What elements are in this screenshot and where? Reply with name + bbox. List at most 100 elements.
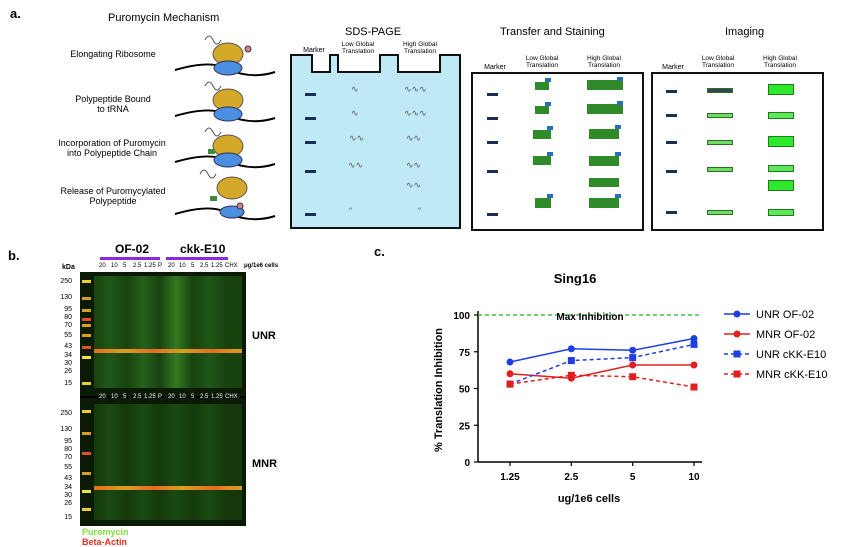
blot-label-unr: UNR xyxy=(252,330,276,342)
imaging-marker-band xyxy=(666,141,677,144)
sds-marker-label: Marker xyxy=(303,47,325,54)
kda-label: 26 xyxy=(64,368,72,375)
kda-label: 15 xyxy=(64,380,72,387)
imaging-high-band xyxy=(768,180,794,191)
lane-label: 20 xyxy=(168,263,175,269)
ribosome-step-1 xyxy=(174,35,276,77)
lane-label: 2.5 xyxy=(133,394,142,400)
lane-label: P xyxy=(158,394,163,400)
imaging-marker-band xyxy=(666,90,677,93)
y-tick-label: 50 xyxy=(459,385,471,396)
kda-label: 70 xyxy=(64,322,72,329)
puromycin-smear-top xyxy=(94,276,242,388)
kda-label: 130 xyxy=(60,294,72,301)
sds-peptide-glyph: ∿∿∿ xyxy=(404,84,427,94)
kda-label: 34 xyxy=(64,484,72,491)
step-release: Release of Puromycylated Polypeptide xyxy=(60,186,166,206)
data-point xyxy=(690,340,698,348)
kda-label: 30 xyxy=(64,360,72,367)
series-line xyxy=(509,374,695,388)
sds-low-label: Low Global Translation xyxy=(341,41,375,55)
mechanism-title: Puromycin Mechanism xyxy=(108,12,220,24)
data-point xyxy=(506,380,514,388)
transfer-marker-label: Marker xyxy=(477,64,513,71)
lane-label: 5 xyxy=(191,263,195,269)
imaging-low-band xyxy=(707,88,733,93)
lane-label: 2.5 xyxy=(133,263,142,269)
data-point xyxy=(629,354,637,362)
transfer-marker-band xyxy=(487,170,498,173)
lane-label: CHX xyxy=(225,394,238,400)
data-point xyxy=(629,373,637,381)
x-tick-label: 10 xyxy=(688,472,700,483)
imaging-marker-band xyxy=(666,211,677,214)
panel-a-label: a. xyxy=(10,6,21,21)
lane-label: 10 xyxy=(111,263,118,269)
group-bar-ckk-e10 xyxy=(166,257,228,260)
transfer-antibody-stains xyxy=(533,77,623,208)
sds-peptide-glyph: ∿∿ xyxy=(406,180,422,190)
sds-peptide-glyph: ∿ xyxy=(351,108,359,118)
chart-axes: 0 25 50 75 100 1.25 2.5 5 10 xyxy=(453,311,702,483)
group-label-ckk-e10: ckk-E10 xyxy=(180,242,226,256)
ribosome-illustrations xyxy=(174,35,276,221)
kda-labels-bottom: 250 130 95 80 70 55 43 34 30 26 15 xyxy=(50,404,76,529)
actin-band-top xyxy=(94,349,242,353)
imaging-low-band xyxy=(707,210,733,215)
imaging-low-band xyxy=(707,140,733,145)
ladder-band xyxy=(82,382,91,385)
kda-label: 70 xyxy=(64,454,72,461)
legend-swatch-marker xyxy=(733,350,741,358)
chart-title: Sing16 xyxy=(554,271,597,286)
data-point xyxy=(690,335,698,343)
legend-swatch-marker xyxy=(733,370,741,378)
lane-label: 5 xyxy=(123,263,127,269)
marker-ladder-lane xyxy=(82,272,90,526)
series-line xyxy=(509,337,695,363)
lane-label: 10 xyxy=(179,394,186,400)
transfer-title: Transfer and Staining xyxy=(500,26,605,38)
kda-label: 34 xyxy=(64,352,72,359)
data-point xyxy=(629,361,637,369)
sds-marker-band xyxy=(305,117,316,120)
y-tick-label: 0 xyxy=(464,458,470,469)
kda-label: 30 xyxy=(64,492,72,499)
step-polypeptide-bound: Polypeptide Bound to tRNA xyxy=(75,94,151,114)
western-blot-image xyxy=(80,272,246,526)
lane-label: 20 xyxy=(99,394,106,400)
kda-label: 43 xyxy=(64,475,72,482)
reference-line-label: Max Inhibition xyxy=(556,312,623,323)
sds-gel-tank xyxy=(290,54,461,229)
kda-label: 80 xyxy=(64,446,72,453)
y-tick-label: 75 xyxy=(459,348,471,359)
kda-label: 95 xyxy=(64,438,72,445)
imaging-high-band xyxy=(768,165,794,172)
legend-label: MNR cKK-E10 xyxy=(756,369,828,381)
kda-label: 43 xyxy=(64,343,72,350)
x-tick-label: 2.5 xyxy=(564,472,578,483)
lane-label: 1.25 xyxy=(144,394,156,400)
legend-beta-actin: Beta-Actin xyxy=(82,537,128,547)
imaging-high-band xyxy=(768,136,794,147)
sds-marker-band xyxy=(305,213,316,216)
kda-label: 26 xyxy=(64,500,72,507)
kda-label: 250 xyxy=(60,410,72,417)
sds-peptide-glyph: ∿∿ xyxy=(406,133,422,143)
ladder-band xyxy=(82,318,91,321)
kda-axis-label: kDa xyxy=(62,264,75,271)
data-point xyxy=(567,357,575,365)
ladder-band xyxy=(82,490,91,493)
panel-c-label: c. xyxy=(374,244,385,259)
kda-label: 55 xyxy=(64,464,72,471)
data-point xyxy=(506,358,514,366)
puromycin-smear-bottom xyxy=(94,404,242,520)
group-label-of02: OF-02 xyxy=(115,242,150,256)
lane-label: 2.5 xyxy=(200,394,209,400)
sds-page-title: SDS-PAGE xyxy=(345,26,402,38)
y-tick-label: 25 xyxy=(459,421,471,432)
imaging-marker-label: Marker xyxy=(655,64,691,71)
sds-peptide-glyph: ∿∿ xyxy=(348,160,364,170)
ladder-band xyxy=(82,324,91,327)
blot-divider xyxy=(80,396,246,398)
data-point xyxy=(690,361,698,369)
